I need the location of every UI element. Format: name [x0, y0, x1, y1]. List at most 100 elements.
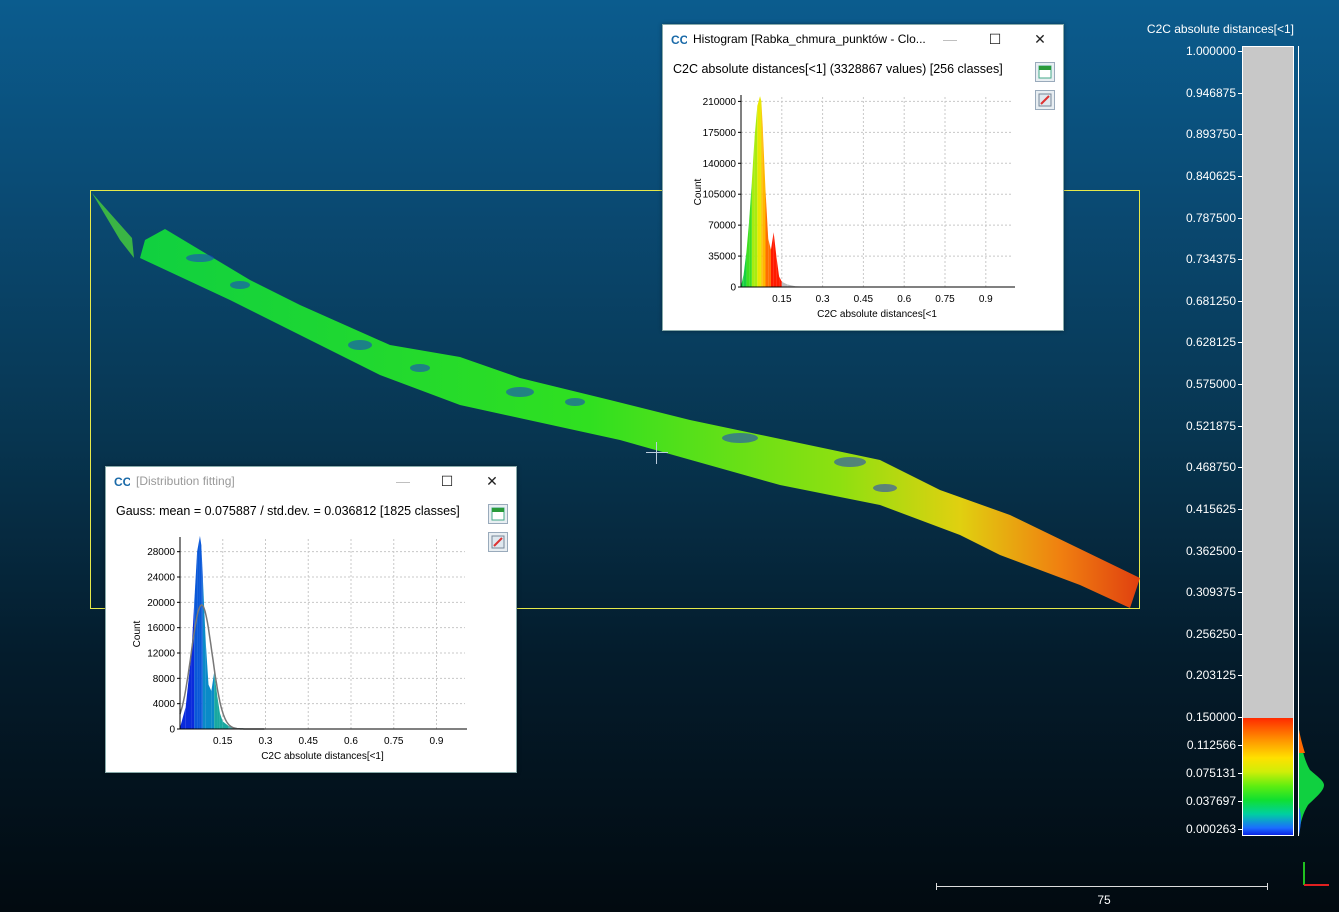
scalar-bar-title: C2C absolute distances[<1] — [1146, 22, 1294, 36]
x-tick-label: 0.6 — [344, 736, 358, 747]
y-axis-label: Count — [132, 620, 143, 647]
histogram-bar — [743, 251, 747, 287]
scalar-bar-tick-label: 0.075131 — [1185, 766, 1236, 780]
x-tick-label: 0.6 — [897, 294, 911, 305]
scalar-bar-tick-label: 0.415625 — [1185, 501, 1236, 516]
scalar-bar-tick-mark — [1238, 342, 1242, 343]
histogram-bar — [211, 672, 215, 729]
minimize-button[interactable]: — — [396, 473, 410, 489]
histogram-bar — [762, 127, 766, 287]
histogram-bar — [197, 535, 200, 729]
histogram-bar — [202, 577, 206, 729]
scalar-bar-tick-label: 0.840625 — [1185, 168, 1236, 183]
histogram-bar — [214, 672, 218, 729]
y-tick-label: 35000 — [708, 252, 736, 263]
histogram-bar — [194, 551, 198, 729]
distribution-header: Gauss: mean = 0.075887 / std.dev. = 0.03… — [116, 504, 460, 518]
histogram-bar — [185, 653, 192, 729]
scalar-bar-tick-label: 0.309375 — [1185, 585, 1236, 600]
scalar-bar-tick-mark — [1238, 773, 1242, 774]
image-export-icon[interactable] — [488, 532, 508, 552]
image-export-icon[interactable] — [1035, 90, 1055, 110]
histogram-bar — [201, 545, 203, 729]
histogram-bar — [217, 694, 220, 729]
x-tick-label: 0.3 — [259, 736, 273, 747]
scalar-bar-histogram — [1299, 730, 1324, 835]
scalar-bar-tick-mark — [1238, 509, 1242, 510]
histogram-bar — [199, 535, 202, 729]
scalar-bar-tick-label: 0.628125 — [1185, 335, 1236, 350]
axes-trihedron-icon — [1303, 862, 1329, 886]
scalar-bar-tick-label: 0.256250 — [1185, 626, 1236, 641]
minimize-button[interactable]: — — [943, 31, 957, 47]
scalar-bar-tick-mark — [1238, 675, 1242, 676]
scalar-bar-tick-mark — [1238, 592, 1242, 593]
histogram-bar — [770, 232, 774, 287]
x-tick-label: 0.9 — [979, 294, 993, 305]
y-tick-label: 175000 — [703, 128, 737, 139]
scalar-bar-tick-label: 0.000263 — [1185, 822, 1236, 836]
scalar-bar-tick-label: 0.575000 — [1185, 377, 1236, 391]
scalar-bar-tick-mark — [1238, 426, 1242, 427]
y-axis-label: Count — [693, 178, 704, 205]
scalar-bar-tick-label: 0.787500 — [1185, 210, 1236, 225]
y-tick-label: 140000 — [703, 159, 737, 170]
close-button[interactable]: ✕ — [1034, 31, 1046, 47]
scalar-bar-tick-label: 0.362500 — [1185, 543, 1236, 558]
scalar-bar-tick-mark — [1238, 259, 1242, 260]
cloudcompare-logo-icon: CC — [671, 33, 687, 46]
y-tick-label: 20000 — [147, 598, 175, 609]
histogram-bar — [205, 640, 209, 729]
scalar-bar-tick-mark — [1238, 218, 1242, 219]
x-axis-label: C2C absolute distances[<1] — [261, 751, 384, 762]
y-tick-label: 4000 — [153, 699, 176, 710]
histogram-bar — [751, 136, 755, 287]
scalar-bar-tick-label: 0.037697 — [1185, 794, 1236, 808]
histogram-bar — [222, 721, 229, 729]
x-tick-label: 0.75 — [384, 736, 404, 747]
scalar-bar-tick-mark — [1238, 801, 1242, 802]
histogram-window-title: Histogram [Rabka_chmura_punktów - Clo... — [693, 32, 926, 46]
y-tick-label: 210000 — [703, 97, 737, 108]
scalar-bar-tick-label: 0.681250 — [1185, 293, 1236, 308]
histogram-bar — [754, 105, 758, 287]
x-tick-label: 0.3 — [816, 294, 830, 305]
histogram-header: C2C absolute distances[<1] (3328867 valu… — [673, 62, 1003, 76]
histogram-bar — [741, 273, 744, 287]
scalar-bar-tick-mark — [1238, 634, 1242, 635]
histogram-window[interactable]: CC Histogram [Rabka_chmura_punktów - Clo… — [662, 24, 1064, 331]
histogram-bar — [768, 238, 771, 287]
scalar-bar-tick-label: 0.203125 — [1185, 668, 1236, 683]
histogram-bar — [760, 96, 762, 288]
histogram-bar — [773, 232, 777, 287]
close-button[interactable]: ✕ — [486, 473, 498, 489]
histogram-bar — [757, 96, 761, 288]
csv-export-icon[interactable] — [488, 504, 508, 524]
scalar-bar-tick-label: 0.150000 — [1185, 710, 1236, 724]
crosshair-cursor — [646, 442, 668, 464]
distribution-window[interactable]: CC [Distribution fitting] — ☐ ✕ Gauss: m… — [105, 466, 517, 773]
scale-ruler — [936, 883, 1268, 891]
x-tick-label: 0.15 — [772, 294, 792, 305]
maximize-button[interactable]: ☐ — [988, 31, 1002, 47]
distribution-window-title: [Distribution fitting] — [136, 474, 235, 488]
scalar-bar-tick-label: 0.893750 — [1185, 127, 1236, 142]
y-tick-label: 12000 — [147, 649, 175, 660]
scalar-bar-tick-mark — [1238, 301, 1242, 302]
y-tick-label: 0 — [730, 283, 736, 294]
scalar-bar-tick-mark — [1238, 551, 1242, 552]
x-tick-label: 0.15 — [213, 736, 233, 747]
scalar-bar-tick-label: 0.468750 — [1185, 460, 1236, 475]
scalar-color-bar — [1242, 46, 1294, 836]
maximize-button[interactable]: ☐ — [440, 473, 454, 489]
scalar-bar-tick-mark — [1238, 134, 1242, 135]
histogram-bar — [180, 706, 186, 729]
histogram-bar — [779, 276, 782, 287]
histogram-titlebar[interactable]: CC Histogram [Rabka_chmura_punktów - Clo… — [663, 25, 1063, 53]
x-tick-label: 0.45 — [854, 294, 874, 305]
csv-export-icon[interactable] — [1035, 62, 1055, 82]
distribution-titlebar[interactable]: CC [Distribution fitting] — ☐ ✕ — [106, 467, 516, 495]
y-tick-label: 16000 — [147, 623, 175, 634]
